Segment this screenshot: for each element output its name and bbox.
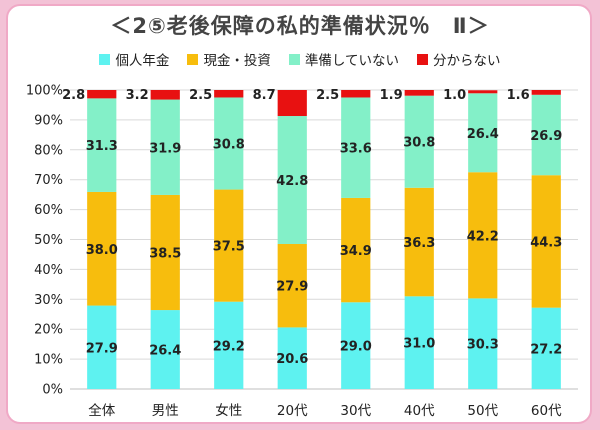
data-label: 31.9 (149, 141, 181, 156)
legend-item: 個人年金 (99, 49, 169, 69)
data-label: 26.4 (149, 344, 181, 359)
data-label: 26.4 (467, 127, 499, 142)
legend-swatch (187, 53, 199, 65)
bar-segment (404, 95, 434, 188)
data-label: 1.0 (443, 88, 466, 103)
data-label: 29.0 (340, 340, 372, 355)
data-label: 29.2 (213, 339, 245, 354)
data-label: 2.5 (189, 88, 212, 103)
y-tick-label: 20% (34, 323, 63, 338)
data-label: 44.3 (530, 235, 562, 250)
bar-segment (404, 296, 434, 389)
legend-item: 分からない (417, 49, 501, 69)
bar-segment (277, 243, 307, 328)
data-label: 38.0 (86, 243, 118, 258)
legend-label: 現金・投資 (203, 53, 271, 69)
data-label: 26.9 (530, 129, 562, 144)
bar-segment (150, 310, 180, 389)
bar-segment (531, 175, 561, 308)
bar-segment (277, 90, 307, 117)
data-label: 30.8 (213, 138, 245, 153)
data-label: 8.7 (253, 88, 276, 103)
data-label: 20.6 (276, 352, 308, 367)
bar-segment (468, 172, 498, 299)
bar-segment (87, 98, 117, 192)
data-label: 27.9 (86, 341, 118, 356)
legend-swatch (99, 53, 111, 65)
bar-segment (404, 90, 434, 96)
y-tick-label: 0% (42, 383, 63, 398)
data-label: 38.5 (149, 247, 181, 262)
legend-item: 準備していない (288, 49, 400, 69)
data-label: 37.5 (213, 240, 245, 255)
bar-segment (341, 97, 371, 198)
data-label: 2.8 (62, 88, 85, 103)
bar-segment (468, 93, 498, 173)
data-label: 33.6 (340, 142, 372, 157)
bar-segment (531, 307, 561, 389)
bar-segment (87, 305, 117, 389)
data-label: 31.0 (403, 337, 435, 352)
bar-segment (214, 97, 244, 190)
y-tick-label: 60% (34, 203, 63, 218)
bar-segment (87, 191, 117, 306)
bar-segment (277, 327, 307, 389)
legend-label: 個人年金 (115, 53, 170, 69)
bar-segment (214, 90, 244, 98)
legend-swatch (288, 53, 300, 65)
y-tick-label: 50% (34, 233, 63, 248)
data-label: 27.9 (276, 280, 308, 295)
bar-segment (150, 194, 180, 311)
x-category-label: 男性 (152, 403, 179, 419)
chart-legend: 個人年金 現金・投資 準備していない 分からない (0, 49, 600, 69)
x-category-label: 50代 (467, 403, 498, 419)
bar-segment (341, 90, 371, 98)
bar-segment (277, 116, 307, 244)
data-label: 30.3 (467, 338, 499, 353)
x-category-label: 20代 (277, 403, 308, 419)
data-label: 34.9 (340, 244, 372, 259)
data-label: 1.6 (507, 88, 530, 103)
legend-label: 分からない (433, 53, 501, 69)
data-label: 30.8 (403, 136, 435, 151)
x-category-label: 女性 (215, 402, 242, 419)
x-category-label: 40代 (404, 403, 435, 419)
x-category-label: 30代 (340, 403, 371, 419)
y-tick-label: 40% (34, 263, 63, 278)
data-label: 36.3 (403, 236, 435, 251)
bar-segment (214, 301, 244, 389)
chart-title: ＜2⑤老後保障の私的準備状況％ Ⅱ＞ (110, 14, 490, 38)
data-label: 2.5 (316, 88, 339, 103)
y-tick-label: 10% (34, 353, 63, 368)
legend-item: 現金・投資 (187, 49, 271, 69)
bar-segment (468, 90, 498, 94)
data-label: 31.3 (86, 139, 118, 154)
bar-segment (87, 90, 117, 99)
bar-segment (404, 187, 434, 297)
bar-segment (214, 189, 244, 302)
data-label: 1.9 (380, 88, 403, 103)
bar-segment (468, 298, 498, 389)
bar-segment (341, 302, 371, 389)
data-label: 3.2 (126, 88, 149, 103)
data-label: 27.2 (530, 342, 562, 357)
bar-segment (341, 197, 371, 303)
bar-segment (531, 90, 561, 95)
data-label: 42.8 (276, 174, 308, 189)
y-tick-label: 30% (34, 293, 63, 308)
legend-label: 準備していない (304, 53, 400, 69)
data-label: 42.2 (467, 229, 499, 244)
y-tick-label: 100% (26, 84, 63, 99)
legend-swatch (417, 53, 429, 65)
y-tick-label: 70% (34, 173, 63, 188)
bar-segment (150, 90, 180, 100)
bar-segment (531, 94, 561, 176)
bar-segment (150, 99, 180, 195)
y-tick-label: 80% (34, 143, 63, 158)
x-category-label: 全体 (88, 402, 115, 419)
y-tick-label: 90% (34, 113, 63, 128)
x-category-label: 60代 (531, 403, 562, 419)
